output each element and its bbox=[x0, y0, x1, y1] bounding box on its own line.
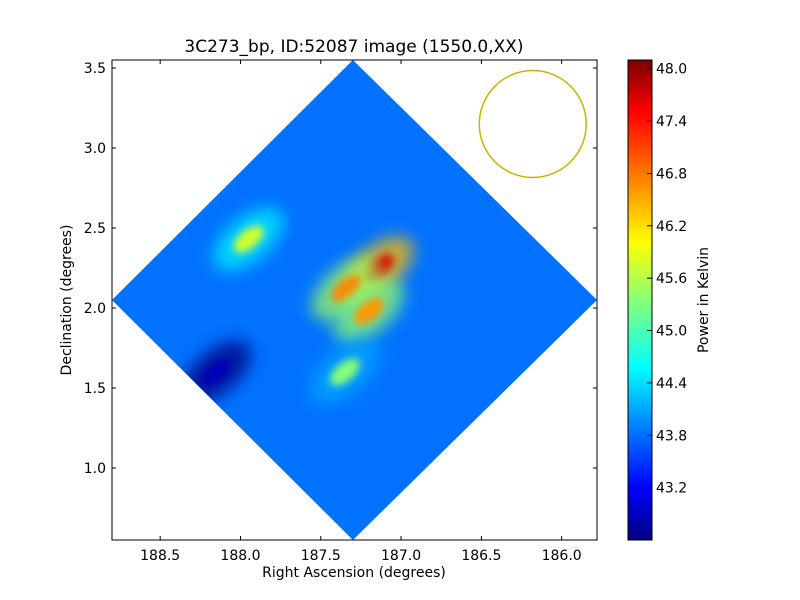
colorbar: 43.2 43.8 44.4 45.0 45.6 46.2 46.8 47.4 48.0 Pow… bbox=[627, 59, 712, 541]
colorbar-tick-label: 46.8 bbox=[656, 166, 687, 182]
colorbar-tick-label: 43.2 bbox=[656, 481, 687, 497]
y-tick-label: 2.0 bbox=[84, 301, 106, 317]
feature-blob bbox=[309, 340, 381, 404]
sky-image bbox=[112, 60, 597, 540]
y-tick-label: 1.0 bbox=[84, 461, 106, 477]
x-tick-label: 188.0 bbox=[220, 548, 260, 564]
x-tick-label: 186.5 bbox=[461, 548, 501, 564]
x-tick-label: 186.0 bbox=[542, 548, 582, 564]
colorbar-tick-label: 44.4 bbox=[656, 376, 687, 392]
colorbar-ticks: 43.2 43.8 44.4 45.0 45.6 46.2 46.8 47.4 48.0 bbox=[647, 62, 687, 497]
x-tick-label: 187.5 bbox=[301, 548, 341, 564]
feature-blob bbox=[311, 256, 382, 321]
x-tick-label: 188.5 bbox=[140, 548, 180, 564]
feature-blob bbox=[333, 279, 405, 344]
y-tick-label: 3.5 bbox=[84, 61, 106, 77]
y-axis-ticks: 1.0 1.5 2.0 2.5 3.0 3.5 bbox=[84, 61, 597, 477]
beam-circle bbox=[478, 69, 587, 179]
colorbar-tick-label: 47.4 bbox=[656, 114, 687, 130]
colorbar-tick-label: 48.0 bbox=[656, 62, 687, 78]
chart-title: 3C273_bp, ID:52087 image (1550.0,XX) bbox=[184, 37, 523, 57]
y-axis-label: Declination (degrees) bbox=[59, 225, 75, 376]
y-tick-label: 3.0 bbox=[84, 141, 106, 157]
y-tick-label: 1.5 bbox=[84, 381, 106, 397]
y-tick-label: 2.5 bbox=[84, 221, 106, 237]
x-tick-label: 187.0 bbox=[381, 548, 421, 564]
colorbar-tick-label: 45.6 bbox=[656, 271, 687, 287]
feature-blob bbox=[213, 207, 284, 272]
x-axis-label: Right Ascension (degrees) bbox=[262, 565, 446, 581]
x-axis-ticks: 188.5 188.0 187.5 187.0 186.5 186.0 bbox=[140, 60, 582, 564]
colorbar-label: Power in Kelvin bbox=[696, 247, 712, 353]
colorbar-gradient bbox=[627, 59, 653, 541]
plot-frame bbox=[111, 59, 598, 541]
plot-area bbox=[112, 60, 597, 540]
colorbar-tick-label: 43.8 bbox=[656, 428, 687, 444]
colorbar-tick-label: 46.2 bbox=[656, 219, 687, 235]
colorbar-tick-label: 45.0 bbox=[656, 324, 687, 340]
